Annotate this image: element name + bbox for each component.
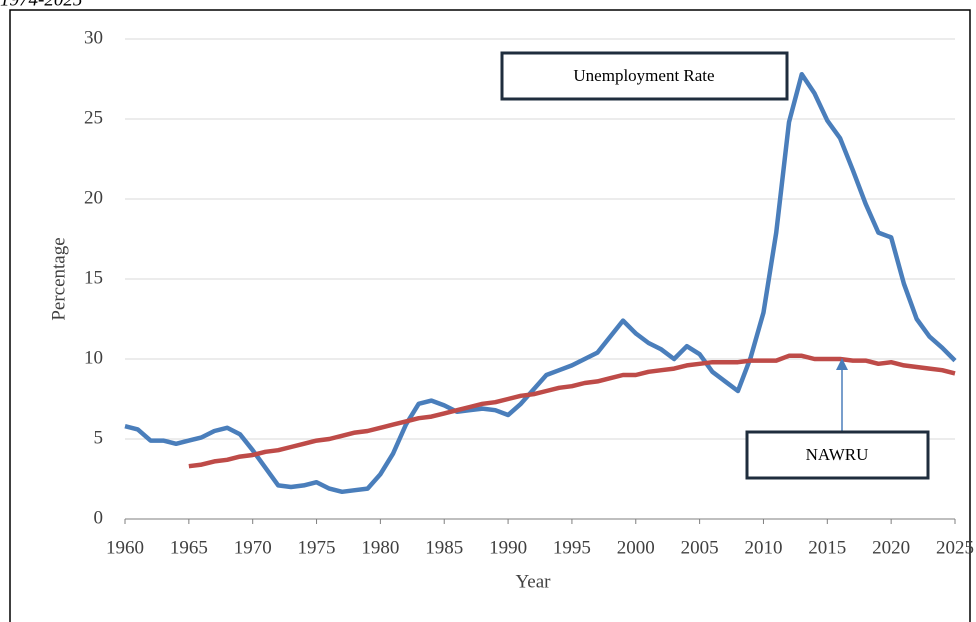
arrow-head (836, 358, 848, 370)
y-tick-label: 30 (84, 27, 103, 48)
y-axis-label: Percentage (48, 237, 69, 320)
chart-border (9, 9, 971, 622)
x-tick-label: 1970 (234, 537, 272, 558)
x-tick-label: 1980 (361, 537, 399, 558)
plot (124, 71, 957, 495)
x-tick-label: 1965 (170, 537, 208, 558)
legend-box (745, 430, 930, 480)
x-tick-label: 1960 (106, 537, 144, 558)
x-tick-label: 2010 (744, 537, 782, 558)
y-tick-label: 0 (94, 507, 104, 528)
legend-box (500, 51, 789, 101)
x-tick-label: 2005 (681, 537, 719, 558)
line-series (188, 353, 956, 469)
legend-label: NAWRU (806, 445, 869, 464)
x-tick-label: 2025 (936, 537, 974, 558)
y-tick-label: 15 (84, 267, 103, 288)
x-axis-label: Year (515, 571, 551, 592)
x-tick-label: 2015 (808, 537, 846, 558)
chart-title: 1974-2025 (0, 0, 82, 10)
x-tick-label: 1990 (489, 537, 527, 558)
legend-label: Unemployment Rate (573, 66, 714, 85)
x-tick-label: 1995 (553, 537, 591, 558)
x-tick-label: 2000 (617, 537, 655, 558)
y-tick-label: 10 (84, 347, 103, 368)
y-tick-label: 20 (84, 187, 103, 208)
line-series (124, 71, 957, 495)
y-tick-label: 5 (94, 427, 104, 448)
x-tick-label: 2020 (872, 537, 910, 558)
x-tick-label: 1985 (425, 537, 463, 558)
x-tick-label: 1975 (298, 537, 336, 558)
y-tick-label: 25 (84, 107, 103, 128)
